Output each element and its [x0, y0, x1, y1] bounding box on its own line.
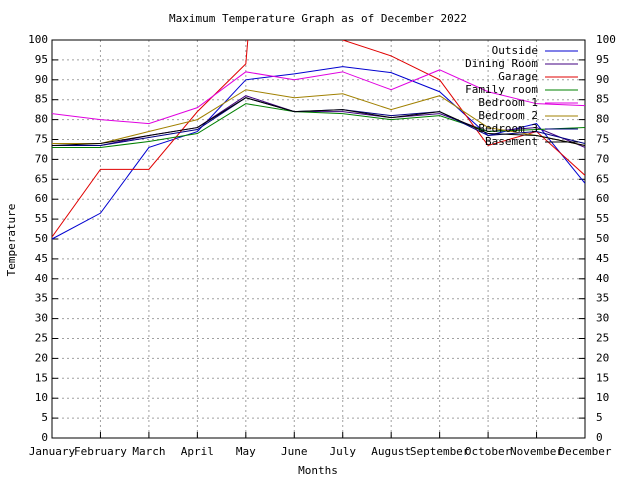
y2-tick-label: 30 [596, 312, 609, 325]
y2-tick-label: 80 [596, 113, 609, 126]
y2-tick-label: 55 [596, 212, 609, 225]
y2-tick-label: 5 [596, 411, 603, 424]
series-line [52, 97, 585, 146]
series-line [52, 40, 585, 238]
y2-tick-label: 70 [596, 152, 609, 165]
y-tick-label: 15 [35, 371, 48, 384]
legend-label: Bedroom 1 [478, 96, 538, 109]
x-tick-label: October [465, 445, 512, 458]
y-tick-label: 80 [35, 113, 48, 126]
y-tick-label: 45 [35, 252, 48, 265]
chart-title: Maximum Temperature Graph as of December… [169, 12, 467, 25]
y-axis-label: Temperature [5, 204, 18, 277]
y2-tick-label: 35 [596, 292, 609, 305]
y2-tick-label: 15 [596, 371, 609, 384]
legend-label: Dining Room [465, 57, 538, 70]
series-line [52, 103, 585, 148]
series-line [52, 69, 585, 125]
plot-area [52, 40, 585, 240]
y-tick-label: 100 [28, 33, 48, 46]
y-tick-label: 70 [35, 152, 48, 165]
y-tick-label: 90 [35, 73, 48, 86]
y2-tick-label: 95 [596, 53, 609, 66]
y-tick-label: 20 [35, 351, 48, 364]
y2-tick-label: 0 [596, 431, 603, 444]
legend-label: Garage [498, 70, 538, 83]
series-line [52, 89, 585, 146]
x-axis-label: Months [298, 464, 338, 477]
legend-label: Family room [465, 83, 538, 96]
x-tick-label: August [371, 445, 411, 458]
y-tick-label: 25 [35, 332, 48, 345]
y2-tick-label: 50 [596, 232, 609, 245]
x-tick-label: February [74, 445, 127, 458]
x-tick-label: November [510, 445, 563, 458]
y-tick-label: 60 [35, 192, 48, 205]
y-tick-label: 50 [35, 232, 48, 245]
y-tick-label: 5 [41, 411, 48, 424]
x-tick-label: May [236, 445, 256, 458]
y2-tick-label: 100 [596, 33, 616, 46]
y-tick-label: 85 [35, 93, 48, 106]
x-tick-label: July [329, 445, 356, 458]
y-tick-label: 40 [35, 272, 48, 285]
x-tick-label: December [559, 445, 612, 458]
legend-label: Bedroom 2 [478, 109, 538, 122]
x-tick-label: September [410, 445, 470, 458]
y2-tick-label: 10 [596, 391, 609, 404]
y2-tick-label: 65 [596, 172, 609, 185]
legend-label: Bedroom 3 [478, 122, 538, 135]
x-tick-label: June [281, 445, 308, 458]
y-tick-label: 30 [35, 312, 48, 325]
y2-tick-label: 90 [596, 73, 609, 86]
y2-tick-label: 40 [596, 272, 609, 285]
y2-tick-label: 75 [596, 133, 609, 146]
y2-tick-label: 20 [596, 351, 609, 364]
y-tick-label: 55 [35, 212, 48, 225]
y-tick-label: 95 [35, 53, 48, 66]
y-tick-label: 75 [35, 133, 48, 146]
legend-label: Outside [492, 44, 538, 57]
x-tick-label: April [181, 445, 214, 458]
x-tick-label: January [29, 445, 76, 458]
y2-tick-label: 25 [596, 332, 609, 345]
y-tick-label: 65 [35, 172, 48, 185]
x-tick-label: March [132, 445, 165, 458]
y2-tick-label: 45 [596, 252, 609, 265]
y-tick-label: 35 [35, 292, 48, 305]
legend-label: Basement [485, 135, 538, 148]
y2-tick-label: 60 [596, 192, 609, 205]
y2-tick-label: 85 [596, 93, 609, 106]
y-tick-label: 10 [35, 391, 48, 404]
y-tick-label: 0 [41, 431, 48, 444]
